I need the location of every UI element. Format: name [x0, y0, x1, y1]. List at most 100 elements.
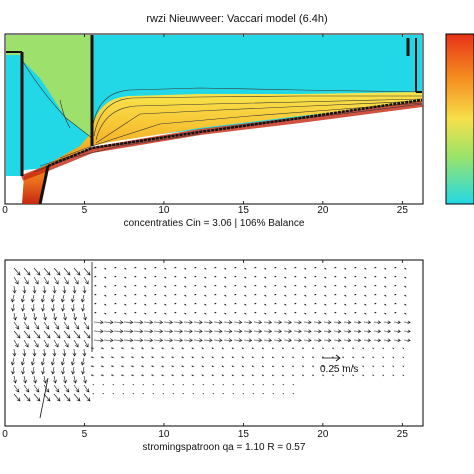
- velocity-arrow: [271, 347, 275, 350]
- velocity-arrow: [63, 393, 71, 402]
- velocity-vectors: [10, 266, 411, 402]
- velocity-arrow: [393, 338, 401, 343]
- top-x-ticks: 0 5 10 15 20 25: [2, 34, 408, 216]
- velocity-arrow: [273, 302, 277, 305]
- velocity-arrow: [133, 311, 137, 314]
- velocity-arrow: [313, 311, 317, 314]
- velocity-arrow: [183, 294, 187, 297]
- velocity-arrow: [352, 365, 355, 368]
- velocity-arrow: [43, 330, 51, 339]
- velocity-arrow: [372, 356, 375, 359]
- velocity-arrow: [241, 374, 245, 377]
- velocity-arrow: [12, 285, 17, 294]
- velocity-arrow: [373, 302, 377, 305]
- velocity-arrow: [183, 329, 193, 334]
- velocity-arrow: [313, 329, 322, 334]
- velocity-arrow: [133, 284, 137, 287]
- velocity-arrow: [43, 321, 50, 330]
- velocity-arrow: [393, 266, 397, 269]
- velocity-arrow: [13, 384, 20, 393]
- velocity-arrow: [12, 348, 17, 357]
- velocity-arrow: [93, 293, 97, 296]
- velocity-arrow: [293, 266, 297, 269]
- velocity-arrow: [53, 384, 60, 393]
- velocity-arrow: [93, 320, 104, 325]
- velocity-arrow: [143, 320, 154, 325]
- velocity-arrow: [223, 267, 227, 270]
- velocity-arrow: [103, 285, 107, 288]
- top-plot-area: [4, 33, 424, 205]
- velocity-arrow: [143, 329, 154, 334]
- velocity-arrow: [201, 374, 205, 377]
- velocity-arrow: [303, 320, 312, 325]
- velocity-arrow: [311, 356, 315, 359]
- top-title: rwzi Nieuwveer: Vaccari model (6.4h): [146, 13, 327, 25]
- velocity-arrow: [363, 294, 367, 297]
- velocity-arrow: [293, 275, 297, 278]
- velocity-arrow: [301, 374, 305, 377]
- velocity-arrow: [13, 267, 21, 276]
- velocity-arrow: [293, 302, 297, 305]
- velocity-arrow: [203, 267, 207, 270]
- velocity-arrow: [363, 338, 372, 343]
- velocity-arrow: [332, 365, 335, 368]
- velocity-arrow: [73, 375, 77, 384]
- x-tick-label: 20: [317, 205, 329, 216]
- velocity-arrow: [313, 275, 317, 278]
- velocity-arrow: [173, 266, 177, 269]
- velocity-arrow: [283, 294, 287, 297]
- velocity-arrow: [103, 312, 107, 315]
- velocity-arrow: [322, 365, 325, 368]
- velocity-arrow: [71, 366, 76, 375]
- velocity-arrow: [223, 329, 233, 334]
- velocity-arrow: [193, 329, 203, 334]
- velocity-arrow: [80, 294, 85, 303]
- velocity-arrow: [73, 276, 79, 285]
- velocity-arrow: [393, 293, 397, 296]
- velocity-arrow: [30, 357, 35, 366]
- velocity-arrow: [163, 285, 167, 288]
- velocity-arrow: [393, 320, 401, 325]
- velocity-arrow: [112, 384, 115, 386]
- velocity-arrow: [272, 393, 275, 395]
- velocity-arrow: [143, 294, 147, 297]
- velocity-arrow: [343, 294, 347, 297]
- velocity-arrow: [143, 312, 147, 315]
- velocity-arrow: [383, 303, 387, 306]
- velocity-arrow: [151, 374, 155, 377]
- velocity-arrow: [82, 348, 87, 357]
- velocity-arrow: [343, 303, 347, 306]
- velocity-arrow: [213, 266, 217, 269]
- velocity-arrow: [53, 375, 57, 384]
- velocity-arrow: [32, 348, 37, 357]
- velocity-arrow: [113, 275, 117, 278]
- velocity-arrow: [163, 320, 174, 325]
- velocity-arrow: [282, 384, 285, 386]
- velocity-arrow: [363, 267, 367, 270]
- bottom-plot-area: 0.25 m/s: [4, 259, 424, 427]
- velocity-arrow: [223, 338, 233, 343]
- velocity-arrow: [311, 374, 315, 377]
- velocity-arrow: [212, 393, 215, 395]
- velocity-arrow: [202, 393, 205, 395]
- velocity-arrow: [112, 393, 115, 395]
- velocity-arrow: [123, 285, 127, 288]
- velocity-arrow: [171, 365, 175, 368]
- velocity-arrow: [102, 393, 105, 395]
- velocity-arrow: [201, 356, 205, 359]
- velocity-arrow: [301, 365, 305, 368]
- velocity-arrow: [203, 320, 213, 325]
- velocity-arrow: [13, 330, 21, 339]
- velocity-arrow: [343, 285, 347, 288]
- velocity-arrow: [213, 338, 223, 343]
- velocity-arrow: [23, 375, 27, 384]
- velocity-arrow: [382, 347, 385, 350]
- velocity-arrow: [242, 384, 245, 386]
- velocity-arrow: [373, 275, 377, 278]
- velocity-arrow: [313, 266, 317, 269]
- velocity-arrow: [252, 384, 255, 386]
- velocity-arrow: [100, 356, 105, 359]
- velocity-arrow: [372, 374, 375, 377]
- velocity-arrow: [253, 266, 257, 269]
- velocity-arrow: [40, 357, 45, 366]
